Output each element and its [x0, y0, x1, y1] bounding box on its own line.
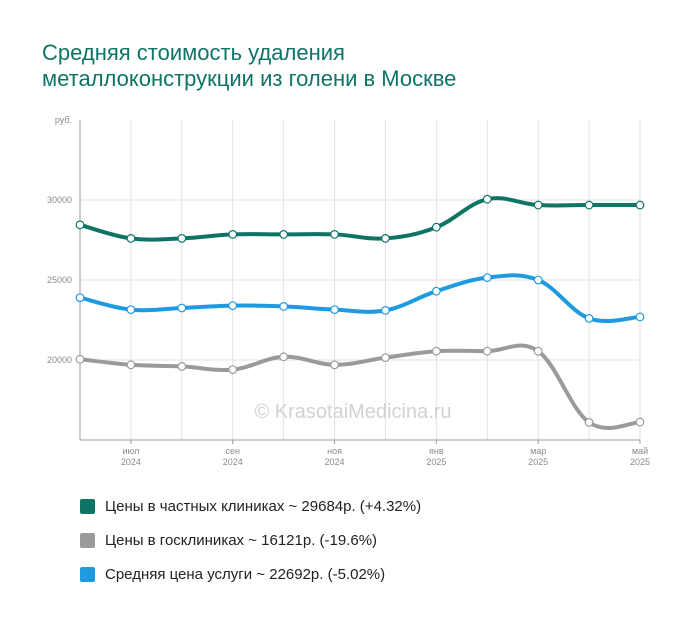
data-point-average[interactable] — [533, 275, 543, 285]
legend-swatch-average — [80, 566, 95, 582]
chart-title-line-1: Средняя стоимость удаления — [42, 40, 345, 65]
legend-label-public: Цены в госклиниках ~ 16121р. (-19.6%) — [105, 531, 378, 549]
legend-item-public[interactable]: Цены в госклиниках ~ 16121р. (-19.6%) — [80, 523, 421, 557]
watermark: © KrasotaiMedicina.ru — [254, 401, 451, 423]
chart-title-line-2: металлоконструкции из голени в Москве — [42, 66, 457, 91]
data-point-public[interactable] — [482, 346, 492, 356]
x-tick-label-year: 2025 — [630, 457, 650, 467]
data-point-average[interactable] — [482, 273, 492, 283]
data-point-average[interactable] — [279, 302, 289, 311]
data-point-public[interactable] — [584, 418, 594, 427]
x-tick-label-month: мар — [530, 446, 546, 456]
x-tick-label-year: 2024 — [121, 457, 141, 467]
data-point-private[interactable] — [228, 229, 238, 239]
chart-points — [75, 194, 645, 427]
data-point-average[interactable] — [431, 286, 441, 296]
legend-label-private: Цены в частных клиниках ~ 29684р. (+4.32… — [105, 497, 422, 515]
data-point-private[interactable] — [75, 220, 85, 230]
x-tick-label-month: май — [632, 446, 648, 456]
x-tick-label-year: 2025 — [426, 457, 446, 467]
x-tick-label-month: июл — [122, 446, 139, 456]
data-point-public[interactable] — [228, 365, 238, 375]
data-point-private[interactable] — [330, 229, 339, 239]
data-point-public[interactable] — [635, 417, 645, 427]
data-point-public[interactable] — [431, 346, 441, 356]
data-point-average[interactable] — [330, 305, 339, 315]
data-point-average[interactable] — [177, 303, 187, 313]
data-point-private[interactable] — [533, 200, 543, 210]
data-point-private[interactable] — [279, 229, 289, 239]
data-point-average[interactable] — [584, 314, 594, 323]
legend-label-average: Средняя цена услуги ~ 22692р. (-5.02%) — [105, 565, 386, 583]
chart-axes: 200002500030000руб.июл2024сен2024ноя2024… — [47, 115, 650, 467]
data-point-private[interactable] — [177, 233, 187, 243]
data-point-public[interactable] — [330, 360, 339, 370]
series-line-average — [78, 273, 642, 324]
data-point-average[interactable] — [126, 305, 136, 315]
y-tick-label: 30000 — [47, 195, 72, 205]
data-point-average[interactable] — [381, 306, 390, 315]
data-point-public[interactable] — [177, 362, 187, 371]
y-unit-label: руб. — [55, 115, 72, 125]
series-line-private — [78, 196, 642, 242]
legend-swatch-public — [80, 532, 95, 548]
x-tick-label-month: сен — [225, 446, 240, 456]
data-point-public[interactable] — [75, 354, 85, 364]
chart-title: Средняя стоимость удаления металлоконстр… — [42, 40, 642, 92]
data-point-private[interactable] — [126, 233, 136, 243]
data-point-average[interactable] — [635, 312, 645, 322]
data-point-private[interactable] — [584, 200, 594, 210]
data-point-public[interactable] — [279, 352, 289, 362]
y-tick-label: 25000 — [47, 275, 72, 285]
data-point-public[interactable] — [126, 360, 136, 370]
data-point-private[interactable] — [381, 233, 390, 243]
data-point-private[interactable] — [431, 222, 441, 232]
legend-item-private[interactable]: Цены в частных клиниках ~ 29684р. (+4.32… — [80, 489, 421, 523]
chart-legend: Цены в частных клиниках ~ 29684р. (+4.32… — [80, 489, 421, 591]
chart-series — [78, 196, 642, 430]
x-tick-label-month: янв — [429, 446, 444, 456]
x-tick-label-month: ноя — [327, 446, 342, 456]
x-tick-label-year: 2024 — [325, 457, 345, 467]
data-point-private[interactable] — [482, 194, 492, 204]
x-tick-label-year: 2025 — [528, 457, 548, 467]
legend-swatch-private — [80, 498, 95, 514]
chart-grid — [80, 120, 641, 440]
data-point-average[interactable] — [75, 293, 85, 303]
data-point-public[interactable] — [533, 346, 543, 356]
legend-item-average[interactable]: Средняя цена услуги ~ 22692р. (-5.02%) — [80, 557, 421, 591]
y-tick-label: 20000 — [47, 355, 72, 365]
x-tick-label-year: 2024 — [223, 457, 243, 467]
data-point-public[interactable] — [381, 353, 390, 363]
data-point-private[interactable] — [635, 200, 645, 210]
data-point-average[interactable] — [228, 301, 238, 311]
